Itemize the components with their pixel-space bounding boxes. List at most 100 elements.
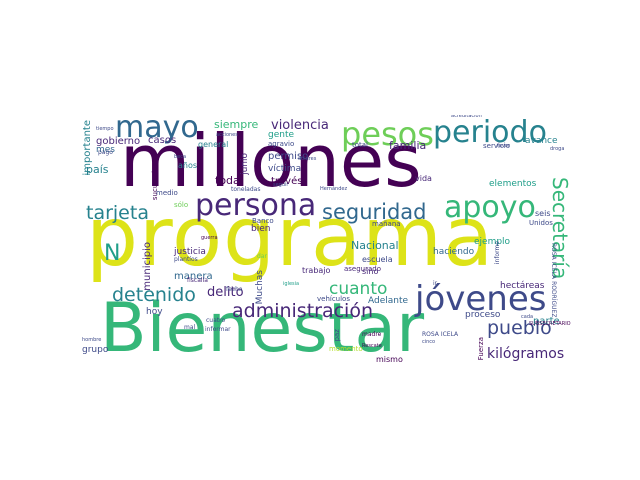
word-pesos: pesos <box>341 115 434 153</box>
word-solo: sólo <box>174 201 189 209</box>
word-hectareas: hectáreas <box>500 281 545 291</box>
word-permiso: permiso <box>268 151 309 162</box>
word-mayo: mayo <box>115 115 199 145</box>
word-fuerza: Fuerza <box>477 337 485 361</box>
word-jovenes: jóvenes <box>415 279 547 319</box>
word-adelante: Adelante <box>368 296 409 306</box>
word-haciendo: haciendo <box>433 247 475 257</box>
word-parte: parte <box>533 316 560 327</box>
word-rescate: Rescate <box>362 343 382 349</box>
word-cuanto: cuanto <box>329 279 388 299</box>
word-guerra: guerra <box>201 235 218 241</box>
word-pago: pago <box>98 149 113 156</box>
word-momento: momento <box>329 345 363 353</box>
word-cuatro: cuatro <box>206 317 226 324</box>
word-toda: toda <box>215 174 240 187</box>
word-favor: favor <box>497 143 510 149</box>
word-beca: beca <box>174 154 187 160</box>
word-victima: víctima <box>268 164 302 174</box>
word-kilogramos: kilógramos <box>487 346 565 362</box>
word-anos: años <box>178 161 198 170</box>
word-justicia: justicia <box>174 247 206 257</box>
word-seguridad: seguridad <box>322 200 427 224</box>
word-cloud: programa millones Bienestar jóvenes peso… <box>80 115 576 365</box>
word-proceso: proceso <box>465 310 501 320</box>
word-traves: través <box>271 176 303 187</box>
word-sino: sino <box>362 267 379 276</box>
word-violencia: violencia <box>271 118 329 133</box>
word-cada: cada <box>521 314 534 320</box>
word-dar: dar <box>257 253 267 260</box>
word-mes: mes <box>96 145 115 155</box>
word-rosa-icela: ROSA ICELA <box>422 331 459 338</box>
word-hernandez: Hernández <box>320 186 348 192</box>
word-familia: familia <box>389 139 427 152</box>
word-pueblo: pueblo <box>487 317 552 339</box>
word-gente: gente <box>268 130 295 140</box>
word-apoyo: apoyo <box>444 190 536 225</box>
word-junio: junio <box>240 153 250 175</box>
word-dolares: dólares <box>298 156 317 162</box>
word-seis: seis <box>535 209 551 218</box>
word-medio: medio <box>156 189 178 197</box>
word-hoy: hoy <box>146 307 163 317</box>
word-muchas: Muchas <box>255 270 265 305</box>
word-total: total <box>352 141 369 149</box>
word-fiscalia: fiscalía <box>187 277 208 284</box>
word-fecha: fecha <box>226 286 243 293</box>
word-casos: casos <box>148 135 177 146</box>
word-tarjeta: tarjeta <box>86 202 149 224</box>
word-mismo: mismo <box>376 355 403 364</box>
word-manana: mañana <box>372 220 401 228</box>
word-gobierno: gobierno <box>96 136 141 147</box>
word-ejemplo: ejemplo <box>474 237 511 247</box>
word-bienestar: Bienestar <box>100 289 425 365</box>
word-detenido: detenido <box>112 284 196 306</box>
word-cinco: cinco <box>422 339 436 345</box>
word-hombre: hombre <box>82 337 102 343</box>
word-plantios: plantíos <box>174 256 198 263</box>
word-acreditacion: acreditación <box>451 115 482 119</box>
word-secretaria: Secretaría <box>548 177 572 280</box>
word-bien: bien <box>251 224 271 234</box>
word-ir: ir <box>433 280 438 287</box>
word-nacional: Nacional <box>351 239 399 252</box>
word-asegurado: asegurado <box>344 265 382 273</box>
word-programa: programa <box>86 190 495 285</box>
word-escuela: escuela <box>362 255 393 264</box>
word-avance: avance <box>525 136 558 146</box>
word-periodo: periodo <box>433 115 547 150</box>
word-acciones: acciones <box>216 132 238 138</box>
word-banco: Banco <box>252 217 274 225</box>
word-grupo: grupo <box>82 345 109 355</box>
word-municipio: municipio <box>142 242 153 291</box>
word-manera: manera <box>174 271 213 282</box>
word-pais: país <box>86 163 109 176</box>
word-toneladas: toneladas <box>231 186 261 193</box>
word-administracion: administración <box>232 300 374 322</box>
word-agravio: agravio <box>268 140 295 148</box>
word-droga: droga <box>550 146 565 152</box>
word-informe: informe <box>494 241 501 265</box>
word-delito: delito <box>207 285 244 300</box>
word-informar: informar <box>205 326 231 333</box>
word-madre: madre <box>362 331 382 338</box>
word-persona: persona <box>195 188 317 223</box>
word-vida: vida <box>415 174 432 183</box>
word-paz: paz <box>333 329 341 342</box>
word-unidos: Unidos <box>529 219 553 227</box>
word-millones: millones <box>120 119 422 203</box>
word-servicio: servicio <box>483 142 510 150</box>
word-mal: mal <box>184 324 196 331</box>
word-tiempo: tiempo <box>96 126 114 132</box>
word-elementos: elementos <box>489 179 537 189</box>
word-siempre: siempre <box>214 118 259 131</box>
word-rosa-icela-rodriguez: ROSA ICELA RODRÍGUEZ <box>550 243 557 318</box>
word-seguir: seguir <box>273 182 289 188</box>
word-iglesia: iglesia <box>283 281 300 287</box>
word-n: N <box>104 241 121 266</box>
word-subsecretario: SUBSECRETARIO <box>529 321 571 327</box>
word-vehiculos: vehículos <box>317 295 350 303</box>
word-trabajo: trabajo <box>302 266 331 275</box>
word-general: general <box>198 140 229 149</box>
